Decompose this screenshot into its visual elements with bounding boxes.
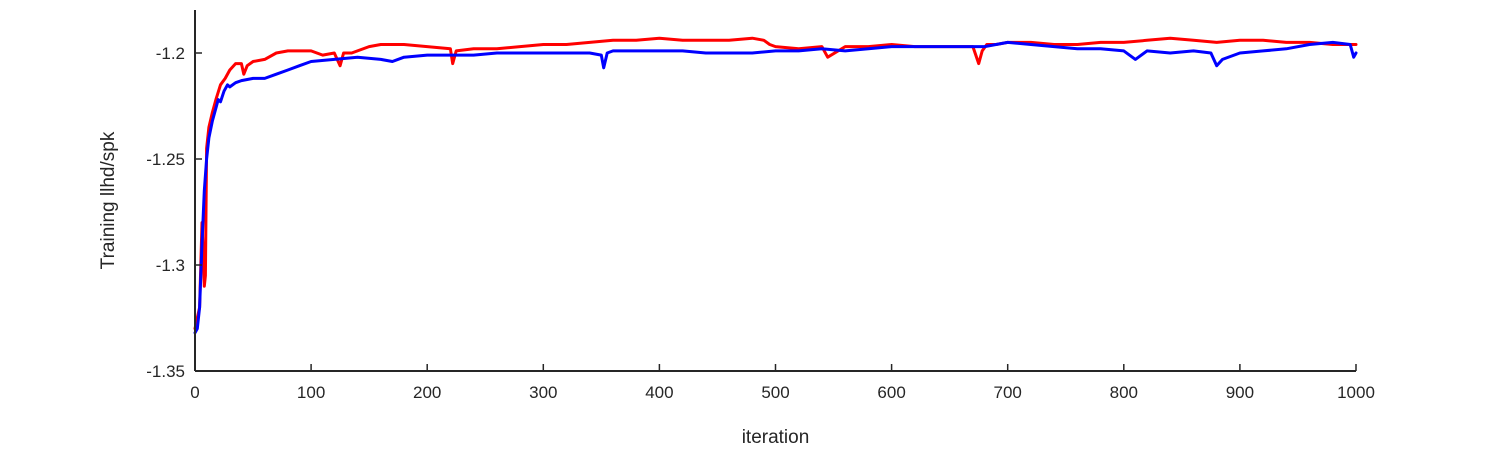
- x-tick-label: 600: [877, 383, 905, 402]
- x-ticks: 0 100 200 300 400 500 600 700 800 900 1000: [190, 364, 1375, 402]
- x-tick-label: 300: [529, 383, 557, 402]
- x-tick-label: 0: [190, 383, 199, 402]
- x-axis-label: iteration: [742, 427, 810, 448]
- x-tick-label: 400: [645, 383, 673, 402]
- y-tick-label: -1.35: [146, 362, 185, 381]
- x-tick-label: 800: [1110, 383, 1138, 402]
- x-tick-label: 700: [994, 383, 1022, 402]
- series-line-2: [193, 40, 1358, 335]
- y-tick-label: -1.3: [156, 256, 185, 275]
- x-tick-label: 100: [297, 383, 325, 402]
- y-tick-label: -1.25: [146, 150, 185, 169]
- y-axis-label: Training llhd/spk: [98, 131, 119, 269]
- x-tick-label: 500: [761, 383, 789, 402]
- x-tick-label: 900: [1226, 383, 1254, 402]
- x-tick-label: 1000: [1337, 383, 1375, 402]
- y-tick-label: -1.2: [156, 44, 185, 63]
- axes-layer: [194, 10, 1356, 372]
- series-line-1: [193, 36, 1358, 331]
- x-tick-label: 200: [413, 383, 441, 402]
- series-layer: [193, 36, 1358, 335]
- y-ticks: -1.35 -1.3 -1.25 -1.2: [146, 44, 202, 381]
